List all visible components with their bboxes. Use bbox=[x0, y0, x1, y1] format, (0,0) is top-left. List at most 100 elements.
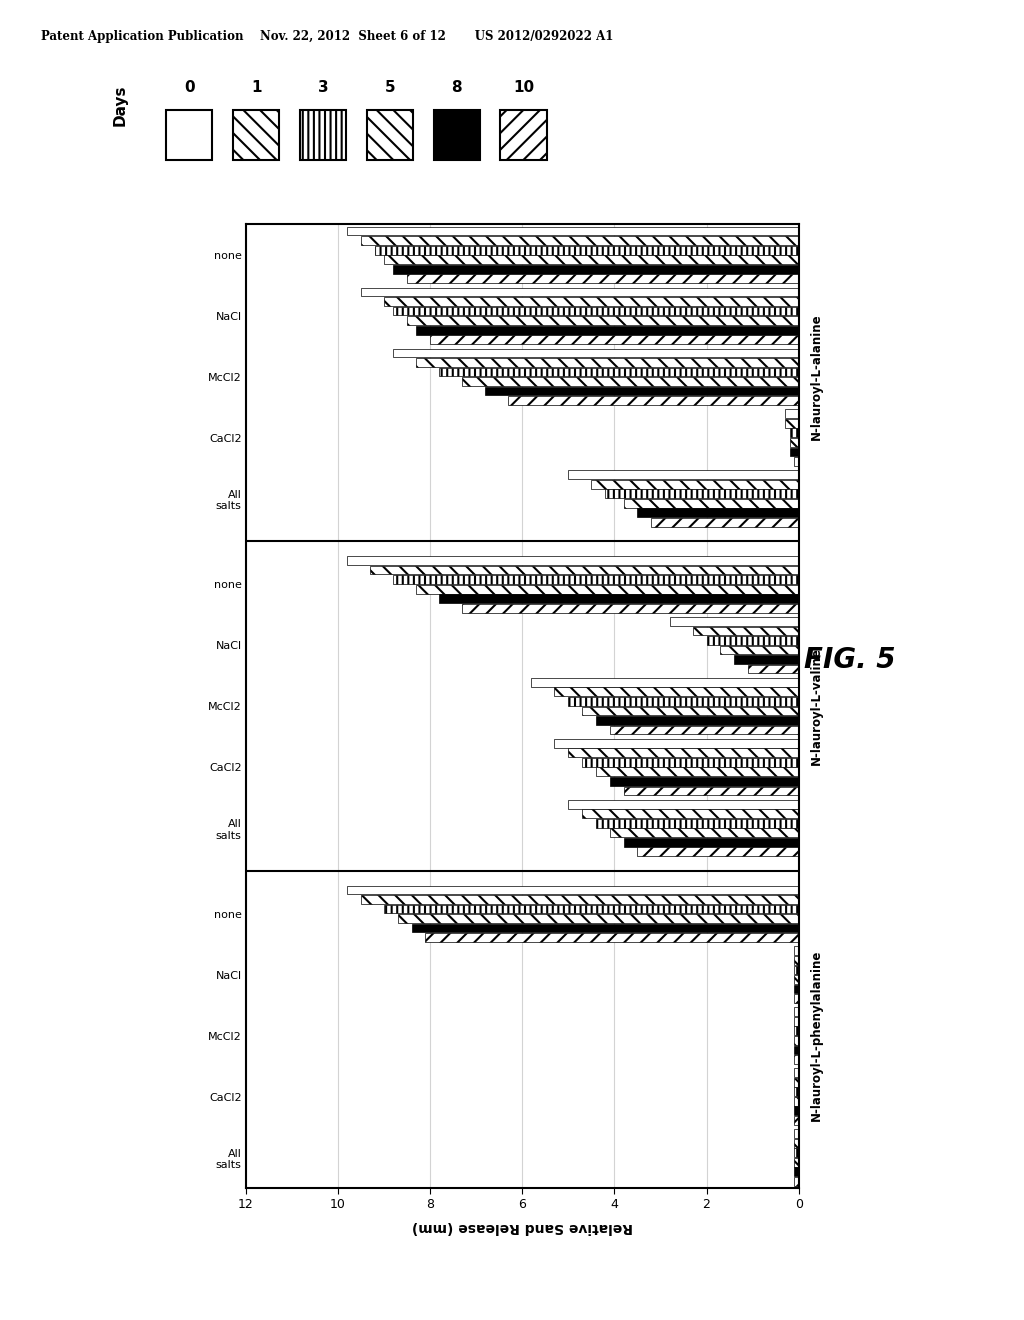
Bar bbox=[707, 636, 799, 645]
Bar bbox=[748, 665, 799, 673]
Bar bbox=[795, 965, 799, 974]
Bar bbox=[610, 777, 799, 785]
Text: N-lauroyl-L-phenylalanine: N-lauroyl-L-phenylalanine bbox=[810, 950, 822, 1121]
Bar bbox=[651, 517, 799, 527]
Bar bbox=[582, 706, 799, 715]
Bar bbox=[582, 809, 799, 818]
Bar bbox=[568, 748, 799, 758]
Bar bbox=[795, 1036, 799, 1045]
Bar bbox=[795, 1007, 799, 1016]
Bar bbox=[795, 1068, 799, 1077]
Bar bbox=[795, 1158, 799, 1167]
Bar bbox=[795, 1167, 799, 1176]
Bar bbox=[398, 915, 799, 923]
Bar bbox=[375, 246, 799, 255]
Bar bbox=[624, 838, 799, 847]
Bar bbox=[692, 627, 799, 635]
Bar bbox=[605, 490, 799, 498]
Bar bbox=[531, 678, 799, 686]
Bar bbox=[463, 378, 799, 385]
Bar bbox=[426, 933, 799, 942]
Bar bbox=[439, 594, 799, 603]
Text: N-lauroyl-L-alanine: N-lauroyl-L-alanine bbox=[810, 313, 822, 440]
Bar bbox=[795, 994, 799, 1003]
Bar bbox=[568, 470, 799, 479]
Bar bbox=[393, 576, 799, 583]
Bar bbox=[485, 387, 799, 396]
FancyBboxPatch shape bbox=[367, 110, 413, 161]
Bar bbox=[361, 236, 799, 246]
Bar bbox=[371, 565, 799, 574]
X-axis label: Relative Sand Release (mm): Relative Sand Release (mm) bbox=[412, 1220, 633, 1234]
Bar bbox=[384, 904, 799, 913]
Bar bbox=[795, 1027, 799, 1035]
Bar bbox=[509, 396, 799, 405]
Bar bbox=[416, 358, 799, 367]
Bar bbox=[347, 556, 799, 565]
Bar bbox=[795, 946, 799, 956]
Bar bbox=[795, 956, 799, 965]
Bar bbox=[624, 499, 799, 508]
Bar bbox=[795, 1130, 799, 1138]
Text: FIG. 5: FIG. 5 bbox=[804, 645, 896, 675]
Text: 5: 5 bbox=[385, 81, 395, 95]
Bar bbox=[795, 1097, 799, 1106]
Text: N-lauroyl-L-valine: N-lauroyl-L-valine bbox=[810, 647, 822, 766]
Text: Patent Application Publication    Nov. 22, 2012  Sheet 6 of 12       US 2012/029: Patent Application Publication Nov. 22, … bbox=[41, 30, 613, 44]
Bar bbox=[361, 895, 799, 904]
Bar bbox=[439, 367, 799, 376]
Bar bbox=[384, 297, 799, 306]
FancyBboxPatch shape bbox=[501, 110, 547, 161]
Bar bbox=[596, 715, 799, 725]
Bar bbox=[596, 818, 799, 828]
Bar bbox=[790, 438, 799, 447]
Bar bbox=[624, 787, 799, 796]
Bar bbox=[795, 1016, 799, 1026]
Bar bbox=[795, 975, 799, 983]
FancyBboxPatch shape bbox=[233, 110, 280, 161]
Bar bbox=[795, 1088, 799, 1096]
Bar bbox=[393, 348, 799, 358]
Bar bbox=[795, 1148, 799, 1158]
Bar bbox=[795, 985, 799, 994]
Bar bbox=[670, 616, 799, 626]
Bar bbox=[795, 1177, 799, 1185]
Bar bbox=[347, 227, 799, 235]
Bar bbox=[568, 800, 799, 809]
Text: 1: 1 bbox=[251, 81, 261, 95]
Bar bbox=[555, 739, 799, 747]
Bar bbox=[610, 726, 799, 734]
Text: Days: Days bbox=[113, 84, 128, 127]
Bar bbox=[555, 688, 799, 697]
FancyBboxPatch shape bbox=[300, 110, 346, 161]
Bar bbox=[384, 255, 799, 264]
Bar bbox=[393, 265, 799, 273]
Text: 8: 8 bbox=[452, 81, 462, 95]
Bar bbox=[721, 645, 799, 655]
Bar bbox=[795, 1139, 799, 1147]
Bar bbox=[795, 457, 799, 466]
Text: 10: 10 bbox=[513, 81, 535, 95]
Bar bbox=[795, 1045, 799, 1055]
Bar bbox=[361, 288, 799, 297]
Bar bbox=[610, 829, 799, 837]
Bar bbox=[785, 409, 799, 418]
Bar bbox=[785, 418, 799, 428]
Bar bbox=[795, 1106, 799, 1115]
Bar bbox=[795, 1078, 799, 1086]
Bar bbox=[790, 429, 799, 437]
FancyBboxPatch shape bbox=[167, 110, 213, 161]
Bar bbox=[637, 508, 799, 517]
Bar bbox=[596, 767, 799, 776]
Bar bbox=[795, 1115, 799, 1125]
Bar bbox=[416, 585, 799, 594]
Bar bbox=[347, 886, 799, 895]
Bar bbox=[568, 697, 799, 706]
Text: 3: 3 bbox=[317, 81, 329, 95]
Bar bbox=[408, 275, 799, 282]
Bar bbox=[592, 480, 799, 488]
Bar bbox=[408, 317, 799, 325]
Bar bbox=[582, 758, 799, 767]
Bar bbox=[393, 306, 799, 315]
Bar bbox=[795, 1055, 799, 1064]
